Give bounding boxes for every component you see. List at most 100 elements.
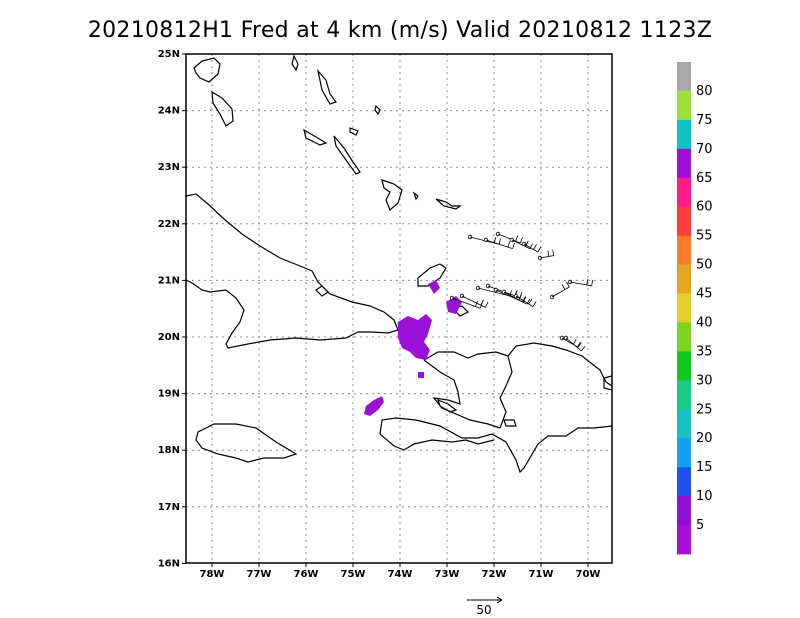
radar-echo-main	[398, 314, 432, 360]
lon-tick-label: 75W	[341, 569, 366, 580]
coastline-puerto-rico-edge	[603, 375, 612, 391]
colorbar-swatch	[677, 264, 691, 294]
colorbar-swatch	[677, 409, 691, 439]
coastline-bahamas-small-6	[349, 127, 359, 136]
lon-tick-label: 72W	[482, 569, 507, 580]
colorbar-label: 80	[696, 84, 713, 99]
lon-tick-label: 78W	[200, 569, 225, 580]
lat-tick-label: 21N	[158, 275, 180, 286]
colorbar-swatch	[677, 177, 691, 208]
lat-tick-label: 24N	[158, 106, 180, 117]
reference-vector-label: 50	[476, 603, 491, 617]
colorbar-label: 40	[696, 315, 713, 330]
coastlines	[186, 54, 612, 474]
coastline-haiti-peninsula	[423, 359, 501, 429]
coastline-cuba	[186, 193, 399, 349]
lat-tick-label: 25N	[158, 49, 180, 60]
coastline-gonave	[437, 398, 458, 413]
colorbar-swatch	[677, 525, 691, 555]
colorbar-swatch	[677, 380, 691, 410]
coastline-hispaniola-south	[379, 417, 612, 474]
colorbar-swatch	[677, 467, 691, 497]
coastline-bahamas-small-7	[374, 104, 381, 116]
coastline-cuba-key	[315, 285, 329, 297]
coastline-bahamas-small-2	[291, 54, 299, 72]
wind-barb-icon	[563, 335, 586, 352]
wind-barb-icon	[513, 293, 537, 307]
lat-tick-label: 20N	[158, 332, 180, 343]
wind-barb-icon	[549, 281, 570, 300]
radar-echoes	[364, 280, 462, 416]
lat-tick-label: 17N	[158, 502, 180, 513]
colorbar-swatch	[677, 90, 691, 121]
coastline-hispaniola-north	[423, 342, 612, 387]
lon-tick-label: 74W	[388, 569, 413, 580]
coastline-jamaica	[195, 423, 298, 463]
colorbar-label: 35	[696, 344, 713, 359]
colorbar-label: 60	[696, 200, 713, 215]
colorbar-swatch	[677, 438, 691, 468]
coastline-bahamas-small-9	[412, 191, 419, 201]
colorbar-label: 75	[696, 113, 713, 128]
coastline-bahamas-small-4	[303, 128, 328, 146]
colorbar-swatch	[677, 235, 691, 265]
colorbar-swatch	[677, 322, 691, 352]
colorbar: 80 75 70 65 60 55 50 45 40 35 30 25 20 15 10 5	[677, 62, 713, 555]
coastline-saona	[503, 419, 517, 427]
radar-echo-small-1	[418, 372, 424, 378]
latitude-axis: 25N 24N 23N 22N 21N 20N 19N 18N 17N 16N	[158, 49, 186, 569]
wind-barb-icon	[521, 241, 542, 253]
colorbar-swatch	[677, 351, 691, 381]
gridlines	[186, 54, 612, 563]
coastline-bahamas-small-3	[316, 68, 337, 105]
lon-tick-label: 76W	[294, 569, 319, 580]
coastline-bahamas-small-10	[435, 198, 462, 210]
wind-barb-icon	[559, 335, 581, 348]
coastline-haiti-border	[499, 355, 513, 429]
lat-tick-label: 18N	[158, 445, 180, 456]
wind-barb-icon	[537, 249, 555, 261]
colorbar-swatch	[677, 62, 691, 92]
colorbar-label: 25	[696, 402, 713, 417]
colorbar-swatch	[677, 119, 691, 150]
colorbar-swatch	[677, 496, 691, 526]
colorbar-label: 20	[696, 431, 713, 446]
lon-tick-label: 77W	[247, 569, 272, 580]
wind-barb-icon	[483, 237, 515, 250]
coastline-bahamas-small-1	[211, 90, 234, 127]
colorbar-label: 50	[696, 258, 713, 273]
wind-barb-icon	[495, 231, 523, 244]
map-frame	[185, 53, 613, 564]
colorbar-label: 55	[696, 229, 713, 244]
colorbar-label: 45	[696, 287, 713, 302]
map-title: 20210812H1 Fred at 4 km (m/s) Valid 2021…	[87, 18, 713, 43]
wind-barb-icon	[449, 231, 594, 352]
colorbar-label: 10	[696, 489, 713, 504]
wind-barb-icon	[567, 278, 594, 287]
lon-tick-label: 71W	[529, 569, 554, 580]
colorbar-swatch	[677, 148, 691, 179]
wind-barb-icon	[459, 293, 489, 308]
lat-tick-label: 22N	[158, 219, 180, 230]
lat-tick-label: 16N	[158, 558, 180, 569]
colorbar-label: 5	[696, 518, 704, 533]
longitude-axis: 78W 77W 76W 75W 74W 73W 72W 71W 70W	[200, 563, 601, 580]
coastline-bahamas-small-5	[333, 135, 361, 175]
colorbar-label: 70	[696, 142, 713, 157]
coastline-bahamas-andros	[193, 57, 221, 83]
radar-echo-southwest	[364, 396, 384, 416]
arrow-right-icon	[496, 596, 503, 604]
lon-tick-label: 73W	[435, 569, 460, 580]
reference-vector: 50	[467, 596, 503, 617]
coastline-bahamas-small-8	[381, 179, 403, 212]
colorbar-swatch	[677, 206, 691, 237]
lon-tick-label: 70W	[576, 569, 601, 580]
colorbar-label: 15	[696, 460, 713, 475]
colorbar-swatch	[677, 293, 691, 323]
colorbar-label: 65	[696, 171, 713, 186]
coastline-inagua	[417, 263, 447, 287]
colorbar-label: 30	[696, 373, 713, 388]
lat-tick-label: 23N	[158, 162, 180, 173]
lat-tick-label: 19N	[158, 389, 180, 400]
